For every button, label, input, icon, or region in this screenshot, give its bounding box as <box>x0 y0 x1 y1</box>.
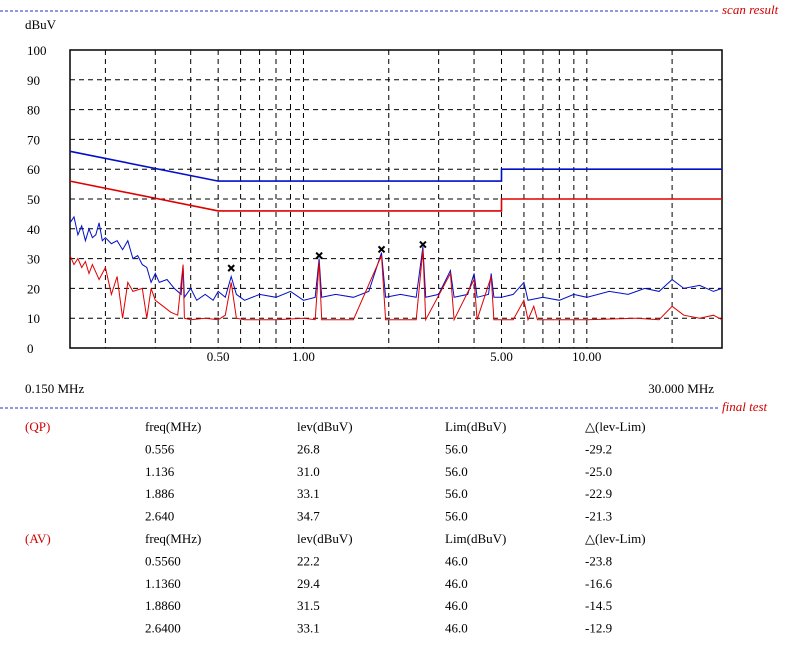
table-cell: 34.7 <box>297 509 320 524</box>
y-tick-label: 20 <box>27 281 40 296</box>
x-tick-label: 10.00 <box>572 349 601 364</box>
column-header: lev(dBuV) <box>297 531 353 546</box>
table-cell: 1.886 <box>145 486 175 501</box>
x-tick-label: 5.00 <box>490 349 513 364</box>
peak-marker <box>315 251 323 260</box>
table-cell: -12.9 <box>585 621 612 636</box>
y-tick-label: 10 <box>27 311 40 326</box>
table-cell: 26.8 <box>297 441 320 456</box>
table-cell: 29.4 <box>297 576 320 591</box>
table-cell: 56.0 <box>445 509 468 524</box>
column-header: Lim(dBuV) <box>445 531 506 546</box>
table-cell: 2.6400 <box>145 621 181 636</box>
y-tick-label: 70 <box>27 132 40 147</box>
table-cell: 31.5 <box>297 598 320 613</box>
table-cell: 2.640 <box>145 509 174 524</box>
y-tick-label: 80 <box>27 103 40 118</box>
y-tick-label: 0 <box>27 341 34 356</box>
table-cell: 0.556 <box>145 441 175 456</box>
x-tick-label: 0.50 <box>207 349 230 364</box>
series-line <box>69 215 723 302</box>
x-end-label: 30.000 MHz <box>648 381 714 396</box>
peak-marker <box>227 264 235 272</box>
y-tick-label: 60 <box>27 162 40 177</box>
group-label: (QP) <box>25 419 50 434</box>
column-header: freq(MHz) <box>145 531 201 546</box>
series-line <box>69 150 722 182</box>
table-cell: 31.0 <box>297 464 320 479</box>
table-cell: 56.0 <box>445 464 468 479</box>
series-line <box>69 249 723 322</box>
group-label: (AV) <box>25 531 51 546</box>
table-cell: -25.0 <box>585 464 612 479</box>
table-cell: 46.0 <box>445 553 468 568</box>
table-cell: 1.136 <box>145 464 175 479</box>
column-header: freq(MHz) <box>145 419 201 434</box>
y-tick-label: 30 <box>27 252 40 267</box>
column-header: △(lev-Lim) <box>585 419 646 434</box>
y-tick-label: 40 <box>27 222 40 237</box>
scan-label: scan result <box>722 2 779 17</box>
table-cell: -21.3 <box>585 509 612 524</box>
table-cell: 46.0 <box>445 598 468 613</box>
table-cell: 1.1360 <box>145 576 181 591</box>
y-tick-label: 100 <box>27 43 47 58</box>
table-cell: 1.8860 <box>145 598 181 613</box>
column-header: lev(dBuV) <box>297 419 353 434</box>
peak-marker <box>419 240 427 249</box>
table-cell: 0.5560 <box>145 553 181 568</box>
column-header: Lim(dBuV) <box>445 419 506 434</box>
table-cell: 56.0 <box>445 486 468 501</box>
series-line <box>69 180 722 212</box>
table-cell: 33.1 <box>297 621 320 636</box>
table-cell: 33.1 <box>297 486 320 501</box>
table-cell: 46.0 <box>445 576 468 591</box>
y-unit: dBuV <box>25 17 57 32</box>
column-header: △(lev-Lim) <box>585 531 646 546</box>
x-tick-label: 1.00 <box>292 349 315 364</box>
table-cell: 22.2 <box>297 553 320 568</box>
x-start-label: 0.150 MHz <box>25 381 84 396</box>
table-cell: -29.2 <box>585 441 612 456</box>
table-cell: -22.9 <box>585 486 612 501</box>
table-cell: 46.0 <box>445 621 468 636</box>
y-tick-label: 90 <box>27 73 40 88</box>
table-cell: -14.5 <box>585 598 612 613</box>
y-tick-label: 50 <box>27 192 40 207</box>
table-cell: -16.6 <box>585 576 613 591</box>
table-cell: 56.0 <box>445 441 468 456</box>
peak-marker <box>377 245 386 254</box>
final-label: final test <box>722 399 768 414</box>
table-cell: -23.8 <box>585 553 612 568</box>
